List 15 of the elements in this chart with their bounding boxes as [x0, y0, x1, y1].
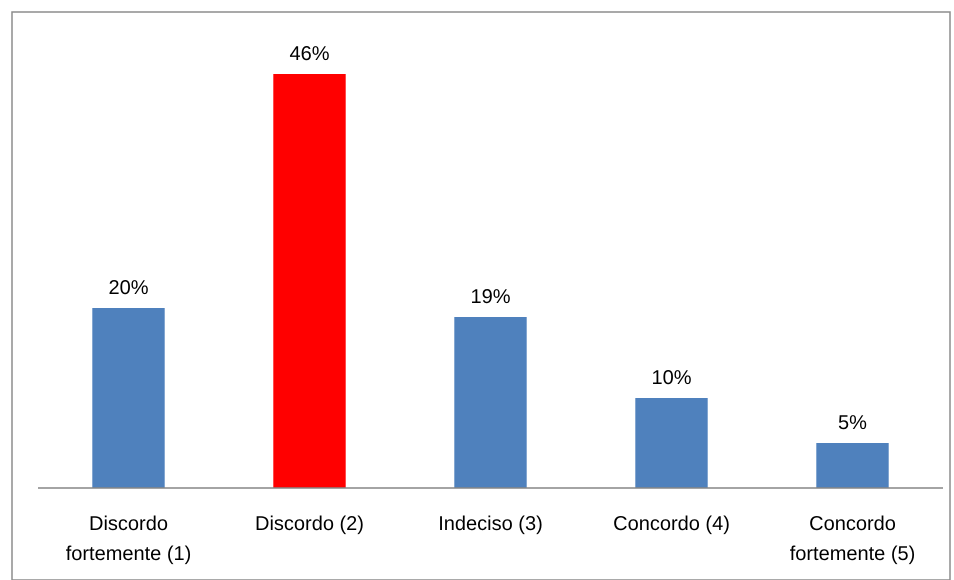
x-tick-label: Concordo fortemente (5)	[790, 513, 916, 565]
data-label: 5%	[838, 412, 868, 434]
x-tick-label: Discordo (2)	[255, 513, 364, 535]
data-label: 10%	[651, 367, 692, 389]
data-label: 20%	[108, 277, 149, 299]
x-tick-label: Indeciso (3)	[438, 513, 543, 535]
bar	[92, 308, 165, 488]
x-tick-label: Concordo (4)	[613, 513, 730, 535]
bar	[454, 317, 527, 488]
data-label: 19%	[470, 286, 511, 308]
bar	[273, 74, 346, 488]
x-tick-label: Discordo fortemente (1)	[66, 513, 192, 565]
bar	[635, 398, 708, 488]
data-label: 46%	[289, 43, 330, 65]
bar	[816, 443, 889, 488]
